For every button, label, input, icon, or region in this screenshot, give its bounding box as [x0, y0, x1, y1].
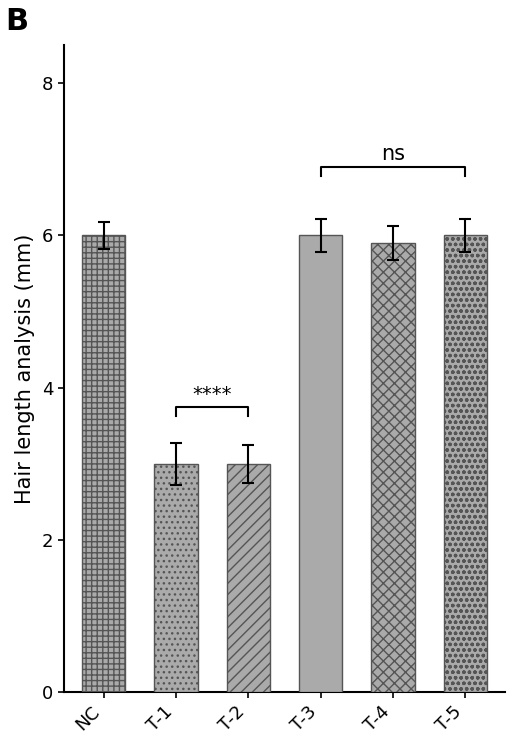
Bar — [444, 236, 487, 692]
Text: B: B — [5, 8, 28, 37]
Bar — [299, 236, 342, 692]
Text: ****: **** — [192, 385, 232, 404]
Y-axis label: Hair length analysis (mm): Hair length analysis (mm) — [15, 233, 35, 504]
Bar — [82, 236, 125, 692]
Bar — [371, 243, 414, 692]
Text: ns: ns — [381, 144, 405, 164]
Bar — [227, 464, 270, 692]
Bar — [154, 464, 198, 692]
